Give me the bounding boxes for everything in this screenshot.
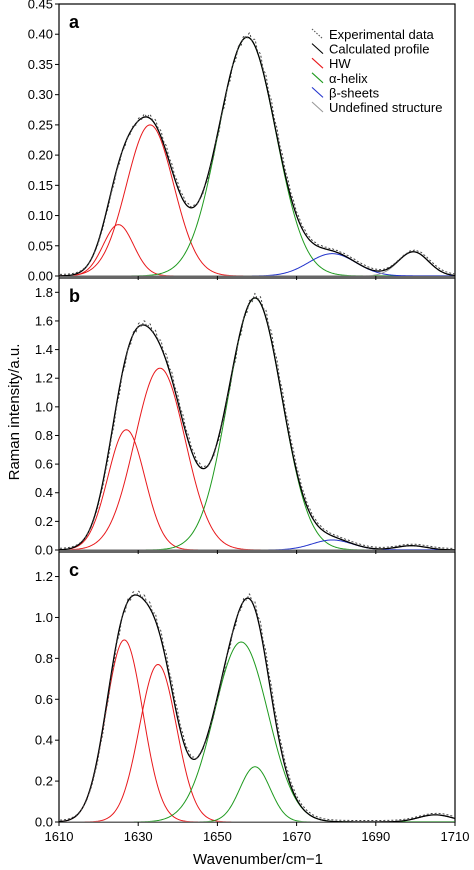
experimental-data-b xyxy=(59,292,455,549)
y-tick-label-b: 1.8 xyxy=(35,285,53,300)
legend-experimental-data-swatch xyxy=(311,28,324,40)
legend-beta-sheets-label: β-sheets xyxy=(329,85,380,100)
legend-hw-label: HW xyxy=(329,56,351,71)
panels: a 0.00 0.05 0.10 0.15 0.20 0.25 0.30 0.35 0.40 0.4… xyxy=(28,0,470,844)
x-tick-label: 1610 xyxy=(45,829,74,844)
legend-alpha-helix-label: α-helix xyxy=(329,71,368,86)
y-tick-label-c: 0.0 xyxy=(35,815,53,830)
calculated-profile-b xyxy=(59,297,455,550)
y-tick-label-c: 1.0 xyxy=(35,610,53,625)
y-tick-label-a: 0.10 xyxy=(28,208,53,223)
component-curve-c-hw-2 xyxy=(59,663,455,822)
legend-hw-swatch xyxy=(311,57,324,69)
plot-frame-c xyxy=(58,551,456,823)
experimental-data-c xyxy=(59,590,455,821)
x-tick-label: 1630 xyxy=(124,829,153,844)
y-tick-label-b: 1.0 xyxy=(35,399,53,414)
y-tick-label-b: 0.6 xyxy=(35,457,53,472)
legend-alpha-helix-swatch xyxy=(311,72,324,84)
curves-a xyxy=(59,32,455,276)
y-tick-label-a: 0.35 xyxy=(28,57,53,72)
legend-undefined-structure-label: Undefined structure xyxy=(329,100,442,115)
component-curve-b-beta-sheets-4 xyxy=(59,539,455,550)
x-tick-label: 1670 xyxy=(282,829,311,844)
y-tick-label-a: 0.00 xyxy=(28,269,53,284)
component-curve-b-hw-1 xyxy=(59,429,455,550)
component-curve-a-hw-1 xyxy=(59,224,455,276)
plot-frame-b xyxy=(58,277,456,551)
y-tick-label-b: 1.6 xyxy=(35,313,53,328)
y-tick-label-b: 0.0 xyxy=(35,543,53,558)
y-tick-label-b: 1.2 xyxy=(35,371,53,386)
component-curve-c-alpha-helix-4 xyxy=(59,766,455,822)
component-curve-a-hw-2 xyxy=(59,124,455,276)
legend-calculated-profile-swatch xyxy=(311,43,324,55)
y-tick-label-b: 0.8 xyxy=(35,428,53,443)
calculated-profile-a xyxy=(59,36,455,276)
component-curve-a-beta-sheets-4 xyxy=(59,253,455,276)
y-tick-label-c: 0.8 xyxy=(35,651,53,666)
y-tick-label-a: 0.45 xyxy=(28,0,53,12)
x-axis-title: Wavenumber/cm−1 xyxy=(193,851,323,868)
calculated-profile-c xyxy=(59,594,455,822)
y-tick-label-b: 0.4 xyxy=(35,485,53,500)
experimental-data-a xyxy=(59,32,455,275)
x-tick-label: 1690 xyxy=(361,829,390,844)
y-tick-label-c: 1.2 xyxy=(35,569,53,584)
panel-a: a 0.00 0.05 0.10 0.15 0.20 0.25 0.30 0.35 0.40 0.4… xyxy=(28,0,456,284)
y-tick-label-c: 0.2 xyxy=(35,774,53,789)
component-curve-c-alpha-helix-3 xyxy=(59,641,455,822)
y-tick-label-a: 0.30 xyxy=(28,87,53,102)
y-tick-label-a: 0.15 xyxy=(28,178,53,193)
panel-letter-c: c xyxy=(69,560,79,580)
curves-c xyxy=(59,590,455,822)
component-curve-a-alpha-helix-3 xyxy=(59,36,455,276)
y-tick-label-a: 0.05 xyxy=(28,238,53,253)
panel-letter-b: b xyxy=(69,286,80,306)
y-tick-label-c: 0.6 xyxy=(35,692,53,707)
y-axis-title: Raman intensity/a.u. xyxy=(6,344,23,481)
legend-undefined-structure-swatch xyxy=(311,101,324,113)
panel-c: c 0.0 0.2 0.4 0.6 0.8 1.0 1.2 1610 1630 1650 1670 16… xyxy=(35,551,470,844)
component-curve-c-hw-1 xyxy=(59,639,455,822)
y-tick-label-b: 0.2 xyxy=(35,514,53,529)
x-tick-label: 1650 xyxy=(203,829,232,844)
legend-experimental-data-label: Experimental data xyxy=(329,27,435,42)
panel-b: b 0.0 0.2 0.4 0.6 0.8 1.0 1.2 1.4 1.6 1.8 xyxy=(35,277,456,558)
legend-beta-sheets-swatch xyxy=(311,86,324,98)
legend-calculated-profile-label: Calculated profile xyxy=(329,42,429,57)
x-tick-label: 1710 xyxy=(441,829,470,844)
y-tick-label-a: 0.20 xyxy=(28,148,53,163)
y-tick-label-c: 0.4 xyxy=(35,733,53,748)
component-curve-a-undefined-structure-5 xyxy=(59,251,455,276)
curves-b xyxy=(59,292,455,550)
y-tick-label-b: 1.4 xyxy=(35,342,53,357)
y-tick-label-a: 0.25 xyxy=(28,117,53,132)
y-tick-label-a: 0.40 xyxy=(28,27,53,42)
panel-letter-a: a xyxy=(69,12,80,32)
component-curve-b-alpha-helix-3 xyxy=(59,297,455,550)
